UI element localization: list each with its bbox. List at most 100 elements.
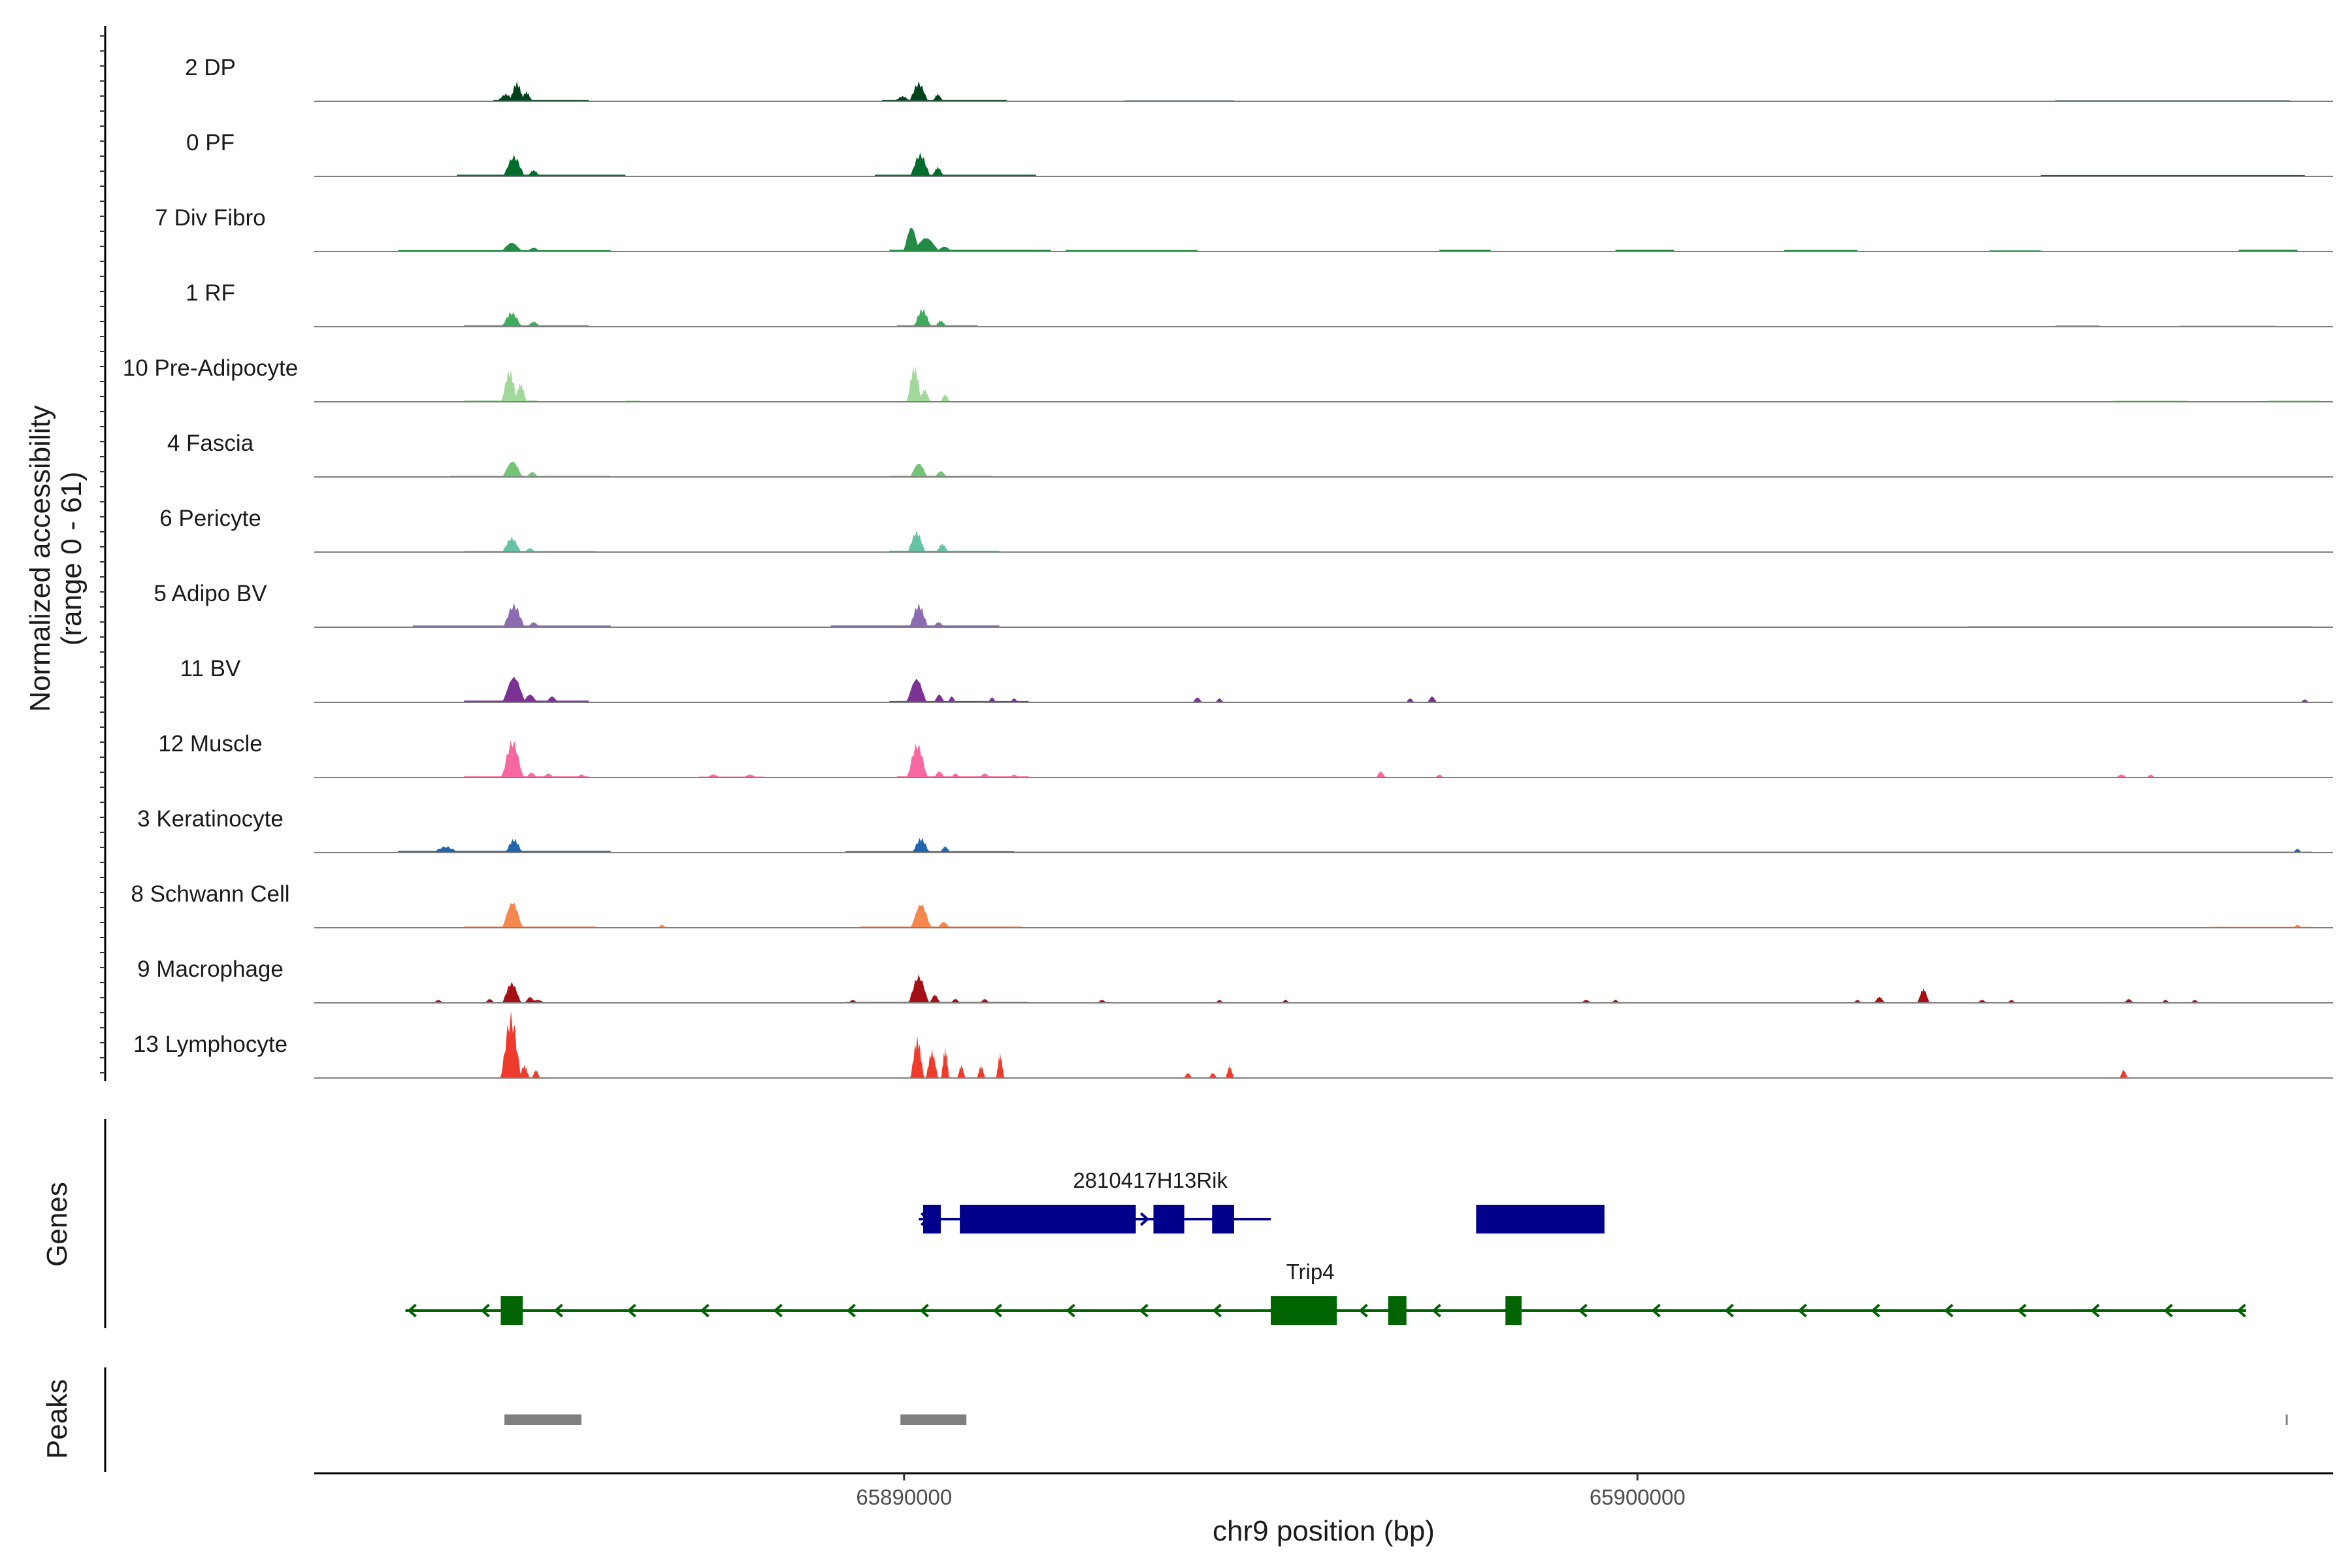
- coverage-peak: [742, 774, 758, 777]
- coverage-peak: [524, 996, 536, 1003]
- track-9-macrophage: 9 Macrophage: [137, 956, 2333, 1004]
- coverage-peak: [518, 1064, 531, 1078]
- strand-arrow: [627, 1303, 636, 1318]
- coverage-peak: [1009, 774, 1020, 777]
- track-1-rf: 1 RF: [186, 280, 2333, 327]
- coverage-peak: [529, 1000, 547, 1003]
- peak-region: [900, 1414, 967, 1425]
- strand-arrow: [1431, 1303, 1441, 1318]
- exon: [960, 1205, 1136, 1233]
- track-label: 0 PF: [186, 130, 235, 155]
- coverage-peak: [934, 320, 948, 327]
- strand-arrow: [2236, 1303, 2246, 1318]
- track-12-muscle: 12 Muscle: [158, 731, 2333, 778]
- coverage-peak: [908, 81, 929, 101]
- coverage-peak: [1009, 698, 1019, 702]
- coverage-peak: [909, 152, 932, 176]
- strand-arrow: [2090, 1303, 2100, 1318]
- coverage-peak: [1853, 1000, 1862, 1003]
- coverage-peak: [2293, 848, 2302, 853]
- strand-arrow: [846, 1303, 856, 1318]
- exon: [923, 1205, 941, 1233]
- coverage-peak: [500, 312, 523, 327]
- strand-arrow: [2163, 1303, 2173, 1318]
- coverage-peak: [936, 543, 949, 552]
- coverage-peak: [979, 773, 991, 777]
- coverage-peak: [526, 248, 542, 252]
- coverage-peak: [1580, 1000, 1592, 1003]
- coverage-peak: [526, 321, 542, 327]
- coverage-peak: [907, 974, 930, 1003]
- track-7-div-fibro: 7 Div Fibro: [155, 205, 2333, 252]
- coverage-peak: [514, 383, 527, 402]
- track-label: 2 DP: [185, 55, 236, 80]
- exon: [1505, 1296, 1522, 1325]
- x-tick-label: 65900000: [1590, 1485, 1686, 1509]
- coverage-peak: [902, 227, 921, 252]
- coverage-peak: [937, 922, 951, 928]
- track-8-schwann-cell: 8 Schwann Cell: [131, 881, 2333, 928]
- track-11-bv: 11 BV: [180, 656, 2333, 703]
- coverage-peak: [545, 696, 559, 702]
- coverage-peak: [847, 1000, 858, 1003]
- track-label: 10 Pre-Adipocyte: [123, 355, 298, 381]
- coverage-peak: [2146, 774, 2155, 777]
- gene-name-label: 2810417H13Rik: [1073, 1168, 1228, 1192]
- track-2-dp: 2 DP: [185, 55, 2333, 102]
- coverage-peak: [1183, 1072, 1192, 1078]
- coverage-peak: [931, 166, 945, 176]
- coverage-peak: [933, 694, 945, 702]
- coverage-peak: [996, 1052, 1005, 1078]
- exon: [500, 1296, 523, 1325]
- strand-arrow: [2017, 1303, 2027, 1318]
- coverage-peak: [947, 696, 956, 702]
- coverage-peak: [2300, 699, 2310, 702]
- coverage-peak: [502, 154, 526, 176]
- coverage-peak: [484, 998, 495, 1003]
- coverage-peak: [1375, 771, 1386, 777]
- exon: [1212, 1205, 1234, 1233]
- gene-name-label: Trip4: [1286, 1260, 1335, 1284]
- coverage-peak: [504, 838, 524, 853]
- exon: [1388, 1296, 1407, 1325]
- gene-annotation-track: 2810417H13Rik Trip4: [405, 1168, 2246, 1325]
- strand-arrow: [1944, 1303, 1953, 1318]
- track-label: 3 Keratinocyte: [137, 806, 284, 832]
- exon: [1153, 1205, 1184, 1233]
- coverage-peak: [933, 771, 945, 777]
- strand-arrow: [1578, 1303, 1588, 1318]
- strand-arrow: [1870, 1303, 1880, 1318]
- coverage-peak: [1427, 696, 1437, 702]
- coverage-peak: [909, 904, 932, 928]
- coverage-peak: [501, 676, 527, 702]
- strand-arrow: [407, 1303, 417, 1318]
- coverage-peak: [1610, 1000, 1620, 1003]
- coverage-peak: [932, 621, 945, 627]
- coverage-peak: [913, 308, 932, 327]
- coverage-peak: [894, 95, 912, 101]
- coverage-peak: [525, 772, 538, 777]
- strand-arrow: [1139, 1212, 1150, 1226]
- track-label: 12 Muscle: [158, 731, 263, 757]
- coverage-peak: [1977, 1000, 1987, 1003]
- coverage-peak: [928, 994, 941, 1003]
- track-13-lymphocyte: 13 Lymphocyte: [133, 1010, 2333, 1079]
- coverage-peak: [2161, 1000, 2170, 1003]
- coverage-peak: [522, 694, 538, 702]
- track-3-keratinocyte: 3 Keratinocyte: [137, 806, 2333, 853]
- track-label: 11 BV: [180, 656, 241, 681]
- gene-trip4: Trip4: [405, 1260, 2246, 1325]
- coverage-peak: [502, 602, 526, 627]
- coverage-peak: [2007, 1000, 2016, 1003]
- coverage-peak: [500, 1010, 523, 1078]
- coverage-peak: [906, 743, 928, 777]
- coverage-peak: [911, 838, 931, 853]
- coverage-peak: [1873, 996, 1886, 1003]
- coverage-peak: [526, 169, 542, 176]
- track-label: 5 Adipo BV: [154, 581, 267, 606]
- y-axis-title: Normalized accessibility: [24, 405, 56, 711]
- y-axis-range: (range 0 - 61): [56, 472, 88, 646]
- exon: [1271, 1296, 1337, 1325]
- coverage-peak: [542, 773, 555, 777]
